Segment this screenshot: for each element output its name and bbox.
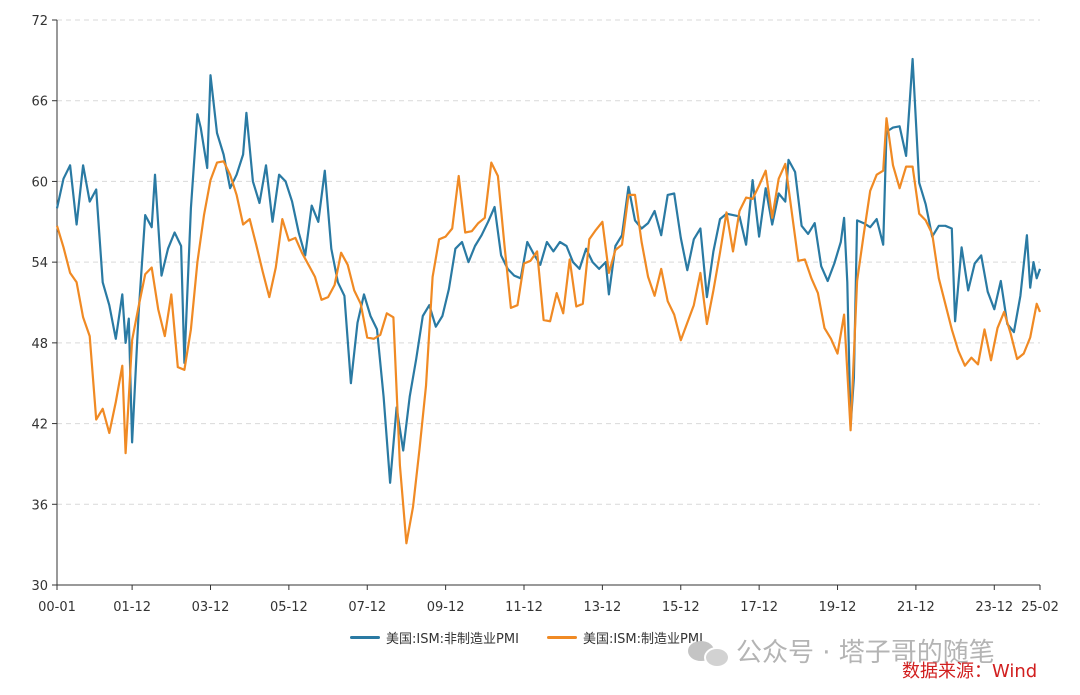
legend-item-manufacturing[interactable]: 美国:ISM:制造业PMI xyxy=(546,628,703,647)
legend-label-manufacturing: 美国:ISM:制造业PMI xyxy=(582,632,703,647)
series-line-manufacturing-pmi xyxy=(55,117,1042,545)
y-tick-label-54: 54 xyxy=(31,256,48,271)
watermark-text: 公众号 · 塔子哥的随笔 xyxy=(736,638,995,668)
legend-item-nonmanufacturing[interactable]: 美国:ISM:非制造业PMI xyxy=(350,628,519,647)
y-tick-label-42: 42 xyxy=(31,418,48,433)
wechat-icon xyxy=(688,637,730,668)
legend: 美国:ISM:非制造业PMI 美国:ISM:制造业PMI xyxy=(350,628,703,647)
source-note: 数据来源：Wind xyxy=(902,661,1038,682)
y-tick-label-72: 72 xyxy=(31,14,48,29)
x-tick-label-05-12: 05-12 xyxy=(270,600,308,615)
y-tick-label-48: 48 xyxy=(31,337,48,352)
x-tick-label-11-12: 11-12 xyxy=(505,600,543,615)
y-tick-label-66: 66 xyxy=(31,95,48,110)
x-axis-ticks: 00-01 01-12 03-12 05-12 07-12 09-12 11-12 13-12… xyxy=(38,585,1059,615)
x-tick-label-09-12: 09-12 xyxy=(427,600,465,615)
x-tick-label-25-02: 25-02 xyxy=(1021,600,1059,615)
x-tick-label-19-12: 19-12 xyxy=(819,600,857,615)
axes xyxy=(56,20,1040,586)
series-lines xyxy=(55,57,1042,545)
y-tick-label-36: 36 xyxy=(31,498,48,513)
x-tick-label-13-12: 13-12 xyxy=(583,600,621,615)
x-tick-label-15-12: 15-12 xyxy=(662,600,700,615)
watermark: 公众号 · 塔子哥的随笔 xyxy=(688,632,995,669)
y-axis-ticks: 30 36 42 48 54 60 66 72 xyxy=(31,14,57,594)
x-tick-label-01-12: 01-12 xyxy=(113,600,151,615)
y-tick-label-60: 60 xyxy=(31,175,48,190)
legend-swatch-nonmanufacturing xyxy=(350,636,380,639)
grid-lines xyxy=(57,19,1040,505)
x-tick-label-03-12: 03-12 xyxy=(192,600,230,615)
legend-swatch-manufacturing xyxy=(546,636,577,639)
y-tick-label-30: 30 xyxy=(31,579,48,594)
x-tick-label-23-12: 23-12 xyxy=(975,600,1013,615)
x-tick-label-21-12: 21-12 xyxy=(897,600,935,615)
x-tick-label-07-12: 07-12 xyxy=(348,600,386,615)
x-tick-label-00-01: 00-01 xyxy=(38,600,76,615)
legend-label-nonmanufacturing: 美国:ISM:非制造业PMI xyxy=(386,632,519,647)
series-line-nonmanufacturing-pmi xyxy=(55,57,1042,484)
x-tick-label-17-12: 17-12 xyxy=(740,600,778,615)
